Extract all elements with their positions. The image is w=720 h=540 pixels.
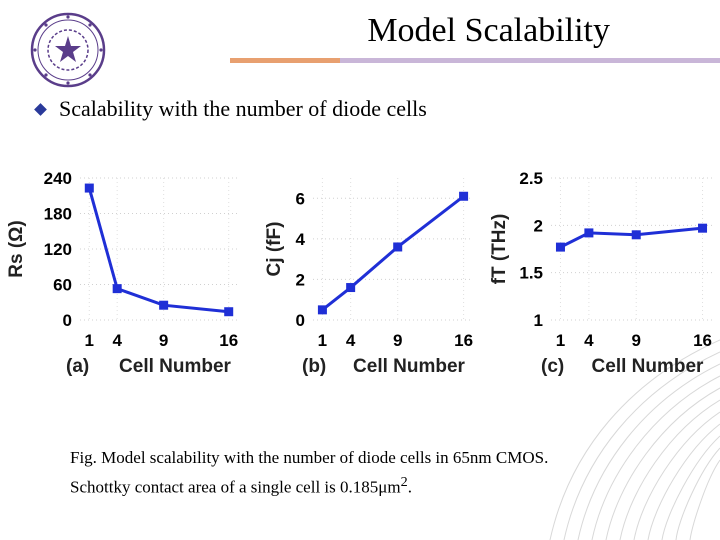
chart-1-ytick-label: 60 (53, 276, 72, 295)
chart-2-xtick-label: 1 (318, 331, 327, 350)
chart-2-xtick-label: 4 (346, 331, 356, 350)
chart-2-ytick-label: 0 (296, 311, 305, 330)
chart-2-xtick-label: 16 (454, 331, 473, 350)
chart-1-ytick-label: 120 (44, 240, 72, 259)
chart-1-ylabel: Rs (Ω) (6, 220, 27, 277)
slide-title: Model Scalability (367, 12, 610, 49)
chart-2-data-point (346, 283, 356, 293)
caption-line-1: Fig. Model scalability with the number o… (70, 448, 549, 467)
bullet-point: Scalability with the number of diode cel… (34, 96, 427, 122)
caption-line-2-end: . (407, 477, 412, 497)
chart-3-ytick-label: 1.5 (519, 264, 543, 283)
chart-3-xtick-label: 9 (632, 331, 641, 350)
chart-1-xtick-label: 16 (219, 331, 238, 350)
chart-2-xlabel: Cell Number (353, 356, 466, 377)
chart-2-data-point (459, 191, 469, 201)
chart-3-data-point (698, 223, 708, 233)
chart-1-series-line (87, 187, 229, 314)
chart-1-xtick-label: 1 (85, 331, 94, 350)
caption-line-2: Schottky contact area of a single cell i… (70, 470, 690, 500)
chart-2-ytick-label: 4 (296, 230, 306, 249)
caption-superscript: 2 (400, 474, 408, 490)
chart-1-xtick-label: 4 (112, 331, 122, 350)
caption-line-2-text: Schottky contact area of a single cell i… (70, 477, 401, 497)
chart-1-panel-label: (a) (66, 356, 89, 377)
chart-1-xlabel: Cell Number (119, 356, 232, 377)
figure-caption: Fig. Model scalability with the number o… (70, 446, 690, 500)
title-underline (230, 58, 720, 63)
chart-1-xtick-label: 9 (159, 331, 168, 350)
chart-1-ytick-label: 180 (44, 205, 72, 224)
chart-3-series-line (559, 226, 703, 249)
chart-3-xlabel: Cell Number (592, 356, 705, 377)
chart-3-xtick-label: 16 (693, 331, 712, 350)
chart-3-panel-label: (c) (541, 356, 564, 377)
bullet-text: Scalability with the number of diode cel… (59, 96, 427, 121)
chart-1-data-point (84, 183, 94, 193)
chart-1-ytick-label: 0 (63, 311, 72, 330)
chart-3-data-point (555, 242, 565, 252)
chart-1-data-point (159, 300, 169, 310)
chart-3-xtick-label: 1 (556, 331, 565, 350)
diamond-bullet-icon (34, 102, 47, 116)
chart-3-ytick-label: 2.5 (519, 169, 543, 188)
chart-2-data-point (317, 305, 327, 315)
university-seal-logo (30, 12, 106, 88)
chart-2-data-point (393, 242, 403, 252)
chart-1-data-point (224, 307, 234, 317)
chart-1-ytick-label: 240 (44, 169, 72, 188)
chart-2-panel-label: (b) (302, 356, 326, 377)
chart-2-series-line (321, 195, 465, 312)
chart-3-ytick-label: 1 (534, 311, 543, 330)
chart-3-data-point (631, 230, 641, 240)
chart-2-xtick-label: 9 (393, 331, 402, 350)
chart-3-ytick-label: 2 (534, 216, 543, 235)
decorative-curves (549, 339, 720, 540)
chart-1-data-point (112, 284, 122, 294)
chart-3-ylabel: fT (THz) (489, 214, 510, 285)
chart-3-data-point (584, 228, 594, 238)
chart-2-ytick-label: 2 (296, 270, 305, 289)
chart-2-ytick-label: 6 (296, 189, 305, 208)
chart-3-xtick-label: 4 (584, 331, 594, 350)
chart-2-ylabel: Cj (fF) (264, 222, 285, 277)
